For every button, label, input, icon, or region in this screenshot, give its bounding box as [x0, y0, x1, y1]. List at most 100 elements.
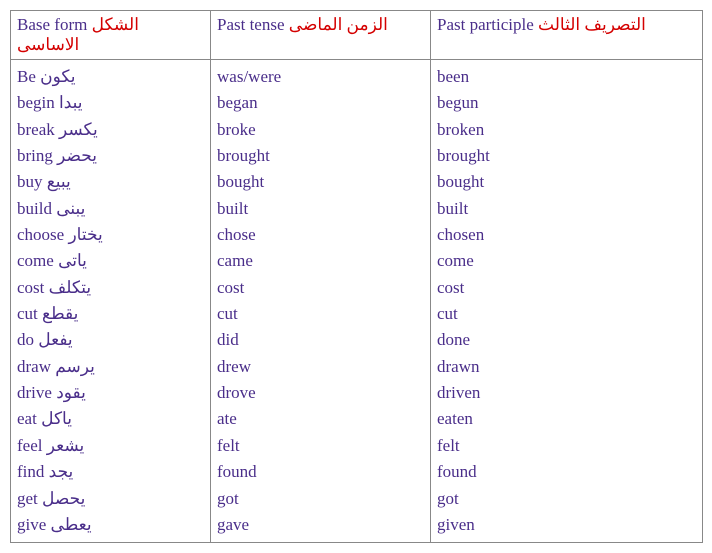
past-participle-entry: broken [437, 117, 696, 143]
base-en: come [17, 251, 54, 270]
past-tense-entry: came [217, 248, 424, 274]
base-ar: ياتى [58, 251, 87, 270]
base-en: Be [17, 67, 36, 86]
past-participle-entry: done [437, 327, 696, 353]
past-tense-entry: did [217, 327, 424, 353]
cell-past-tense: was/werebeganbrokebroughtboughtbuiltchos… [211, 60, 431, 543]
base-form-entry: drive يقود [17, 380, 204, 406]
base-en: give [17, 515, 46, 534]
base-ar: يكون [40, 67, 75, 86]
header-pp-ar: التصريف الثالث [538, 15, 646, 34]
past-tense-entry: chose [217, 222, 424, 248]
base-en: do [17, 330, 34, 349]
header-row: Base form الشكل الاساسى Past tense الزمن… [11, 11, 703, 60]
verbs-table: Base form الشكل الاساسى Past tense الزمن… [10, 10, 703, 543]
header-past-tense: Past tense الزمن الماضى [211, 11, 431, 60]
base-ar: يبدا [59, 93, 83, 112]
base-en: get [17, 489, 38, 508]
past-tense-entry: began [217, 90, 424, 116]
past-participle-entry: bought [437, 169, 696, 195]
base-en: find [17, 462, 44, 481]
base-en: buy [17, 172, 43, 191]
base-form-entry: buy يبيع [17, 169, 204, 195]
past-participle-entry: found [437, 459, 696, 485]
base-ar: يكسر [59, 120, 98, 139]
base-en: cut [17, 304, 38, 323]
base-en: bring [17, 146, 53, 165]
past-tense-entry: felt [217, 433, 424, 459]
base-ar: ياكل [41, 409, 72, 428]
past-participle-entry: cost [437, 275, 696, 301]
past-participle-entry: brought [437, 143, 696, 169]
base-ar: يشعر [47, 436, 84, 455]
past-participle-entry: driven [437, 380, 696, 406]
past-participle-entry: begun [437, 90, 696, 116]
base-form-entry: feel يشعر [17, 433, 204, 459]
cell-past-participle: beenbegunbrokenbroughtboughtbuiltchosenc… [431, 60, 703, 543]
base-en: feel [17, 436, 42, 455]
past-participle-entry: come [437, 248, 696, 274]
base-en: build [17, 199, 52, 218]
data-row: Be يكونbegin يبداbreak يكسرbring يحضرbuy… [11, 60, 703, 543]
base-form-entry: do يفعل [17, 327, 204, 353]
past-participle-entry: got [437, 486, 696, 512]
past-tense-entry: gave [217, 512, 424, 538]
past-tense-entry: cost [217, 275, 424, 301]
base-form-entry: break يكسر [17, 117, 204, 143]
past-participle-entry: eaten [437, 406, 696, 432]
past-tense-entry: built [217, 196, 424, 222]
past-tense-entry: broke [217, 117, 424, 143]
base-ar: يقود [56, 383, 86, 402]
past-tense-entry: cut [217, 301, 424, 327]
base-form-entry: come ياتى [17, 248, 204, 274]
past-tense-entry: found [217, 459, 424, 485]
base-form-entry: bring يحضر [17, 143, 204, 169]
base-form-entry: Be يكون [17, 64, 204, 90]
base-form-entry: cut يقطع [17, 301, 204, 327]
base-ar: يتكلف [49, 278, 91, 297]
past-participle-entry: chosen [437, 222, 696, 248]
base-ar: يقطع [42, 304, 78, 323]
past-tense-entry: ate [217, 406, 424, 432]
base-form-entry: begin يبدا [17, 90, 204, 116]
past-participle-entry: felt [437, 433, 696, 459]
past-tense-entry: bought [217, 169, 424, 195]
base-ar: يختار [68, 225, 102, 244]
past-participle-entry: given [437, 512, 696, 538]
base-ar: يبيع [47, 172, 71, 191]
cell-base-form: Be يكونbegin يبداbreak يكسرbring يحضرbuy… [11, 60, 211, 543]
base-en: drive [17, 383, 52, 402]
base-ar: يبنى [56, 199, 85, 218]
header-pp-en: Past participle [437, 15, 534, 34]
base-en: cost [17, 278, 44, 297]
base-en: break [17, 120, 55, 139]
past-participle-entry: built [437, 196, 696, 222]
base-form-entry: find يجد [17, 459, 204, 485]
past-tense-entry: got [217, 486, 424, 512]
past-tense-entry: drove [217, 380, 424, 406]
header-past-ar: الزمن الماضى [289, 15, 388, 34]
past-tense-entry: drew [217, 354, 424, 380]
past-tense-entry: was/were [217, 64, 424, 90]
header-past-en: Past tense [217, 15, 285, 34]
base-en: draw [17, 357, 51, 376]
base-form-entry: build يبنى [17, 196, 204, 222]
base-ar: يحصل [42, 489, 85, 508]
base-ar: يحضر [57, 146, 97, 165]
past-tense-entry: brought [217, 143, 424, 169]
base-ar: يعطى [51, 515, 92, 534]
base-form-entry: draw يرسم [17, 354, 204, 380]
past-participle-entry: cut [437, 301, 696, 327]
header-past-participle: Past participle التصريف الثالث [431, 11, 703, 60]
base-form-entry: get يحصل [17, 486, 204, 512]
base-en: eat [17, 409, 37, 428]
base-form-entry: give يعطى [17, 512, 204, 538]
past-participle-entry: drawn [437, 354, 696, 380]
base-ar: يجد [49, 462, 74, 481]
header-base-form: Base form الشكل الاساسى [11, 11, 211, 60]
header-base-en: Base form [17, 15, 87, 34]
base-form-entry: choose يختار [17, 222, 204, 248]
base-en: choose [17, 225, 64, 244]
base-form-entry: eat ياكل [17, 406, 204, 432]
base-form-entry: cost يتكلف [17, 275, 204, 301]
